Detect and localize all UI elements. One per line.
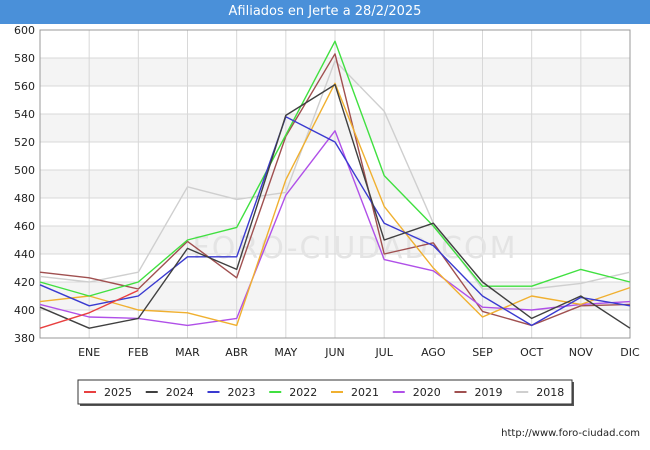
y-tick-label: 540 bbox=[14, 108, 35, 121]
legend-label-2022: 2022 bbox=[289, 386, 317, 399]
y-tick-label: 520 bbox=[14, 136, 35, 149]
y-tick-label: 380 bbox=[14, 332, 35, 345]
x-tick-label: JUN bbox=[324, 346, 345, 359]
legend-label-2024: 2024 bbox=[166, 386, 194, 399]
x-tick-label: JUL bbox=[374, 346, 393, 359]
legend: 2025 2024 2023 2022 2021 2020 2019 2018 bbox=[77, 379, 574, 406]
x-tick-label: OCT bbox=[520, 346, 543, 359]
x-tick-label: MAR bbox=[175, 346, 200, 359]
plot-border bbox=[39, 29, 631, 339]
legend-box bbox=[77, 379, 573, 405]
legend-label-2018: 2018 bbox=[536, 386, 564, 399]
series-line-2022 bbox=[39, 40, 631, 297]
series-line-2024 bbox=[39, 83, 631, 329]
series-lines bbox=[39, 40, 631, 329]
x-tick-label: DIC bbox=[620, 346, 640, 359]
watermark: FORO-CIUDAD.COM bbox=[193, 231, 518, 266]
legend-label-2019: 2019 bbox=[475, 386, 503, 399]
legend-label-2021: 2021 bbox=[351, 386, 379, 399]
y-tick-label: 560 bbox=[14, 80, 35, 93]
y-tick-label: 580 bbox=[14, 52, 35, 65]
x-tick-label: AGO bbox=[421, 346, 446, 359]
source-url: http://www.foro-ciudad.com bbox=[501, 428, 640, 439]
x-tick-label: ABR bbox=[225, 346, 248, 359]
legend-label-2020: 2020 bbox=[413, 386, 441, 399]
x-axis: ENE FEB MAR ABR MAY JUN JUL AGO SEP OCT NOV DIC bbox=[78, 346, 640, 359]
series-line-2021 bbox=[39, 82, 631, 327]
x-tick-label: SEP bbox=[472, 346, 493, 359]
y-tick-label: 440 bbox=[14, 248, 35, 261]
y-tick-label: 480 bbox=[14, 192, 35, 205]
series-line-2023 bbox=[39, 116, 631, 327]
y-tick-label: 420 bbox=[14, 276, 35, 289]
y-axis: 380 400 420 440 460 480 500 520 540 560 580 600 bbox=[14, 24, 35, 345]
y-tick-label: 600 bbox=[14, 24, 35, 37]
x-tick-label: ENE bbox=[78, 346, 100, 359]
x-tick-label: MAY bbox=[274, 346, 297, 359]
chart-title: Afiliados en Jerte a 28/2/2025 bbox=[0, 0, 650, 24]
legend-label-2023: 2023 bbox=[228, 386, 256, 399]
y-tick-label: 500 bbox=[14, 164, 35, 177]
y-tick-label: 460 bbox=[14, 220, 35, 233]
legend-label-2025: 2025 bbox=[104, 386, 132, 399]
series-line-2018 bbox=[39, 60, 631, 290]
y-tick-label: 400 bbox=[14, 304, 35, 317]
series-line-2025 bbox=[39, 289, 139, 329]
x-tick-label: NOV bbox=[569, 346, 594, 359]
x-tick-label: FEB bbox=[128, 346, 149, 359]
